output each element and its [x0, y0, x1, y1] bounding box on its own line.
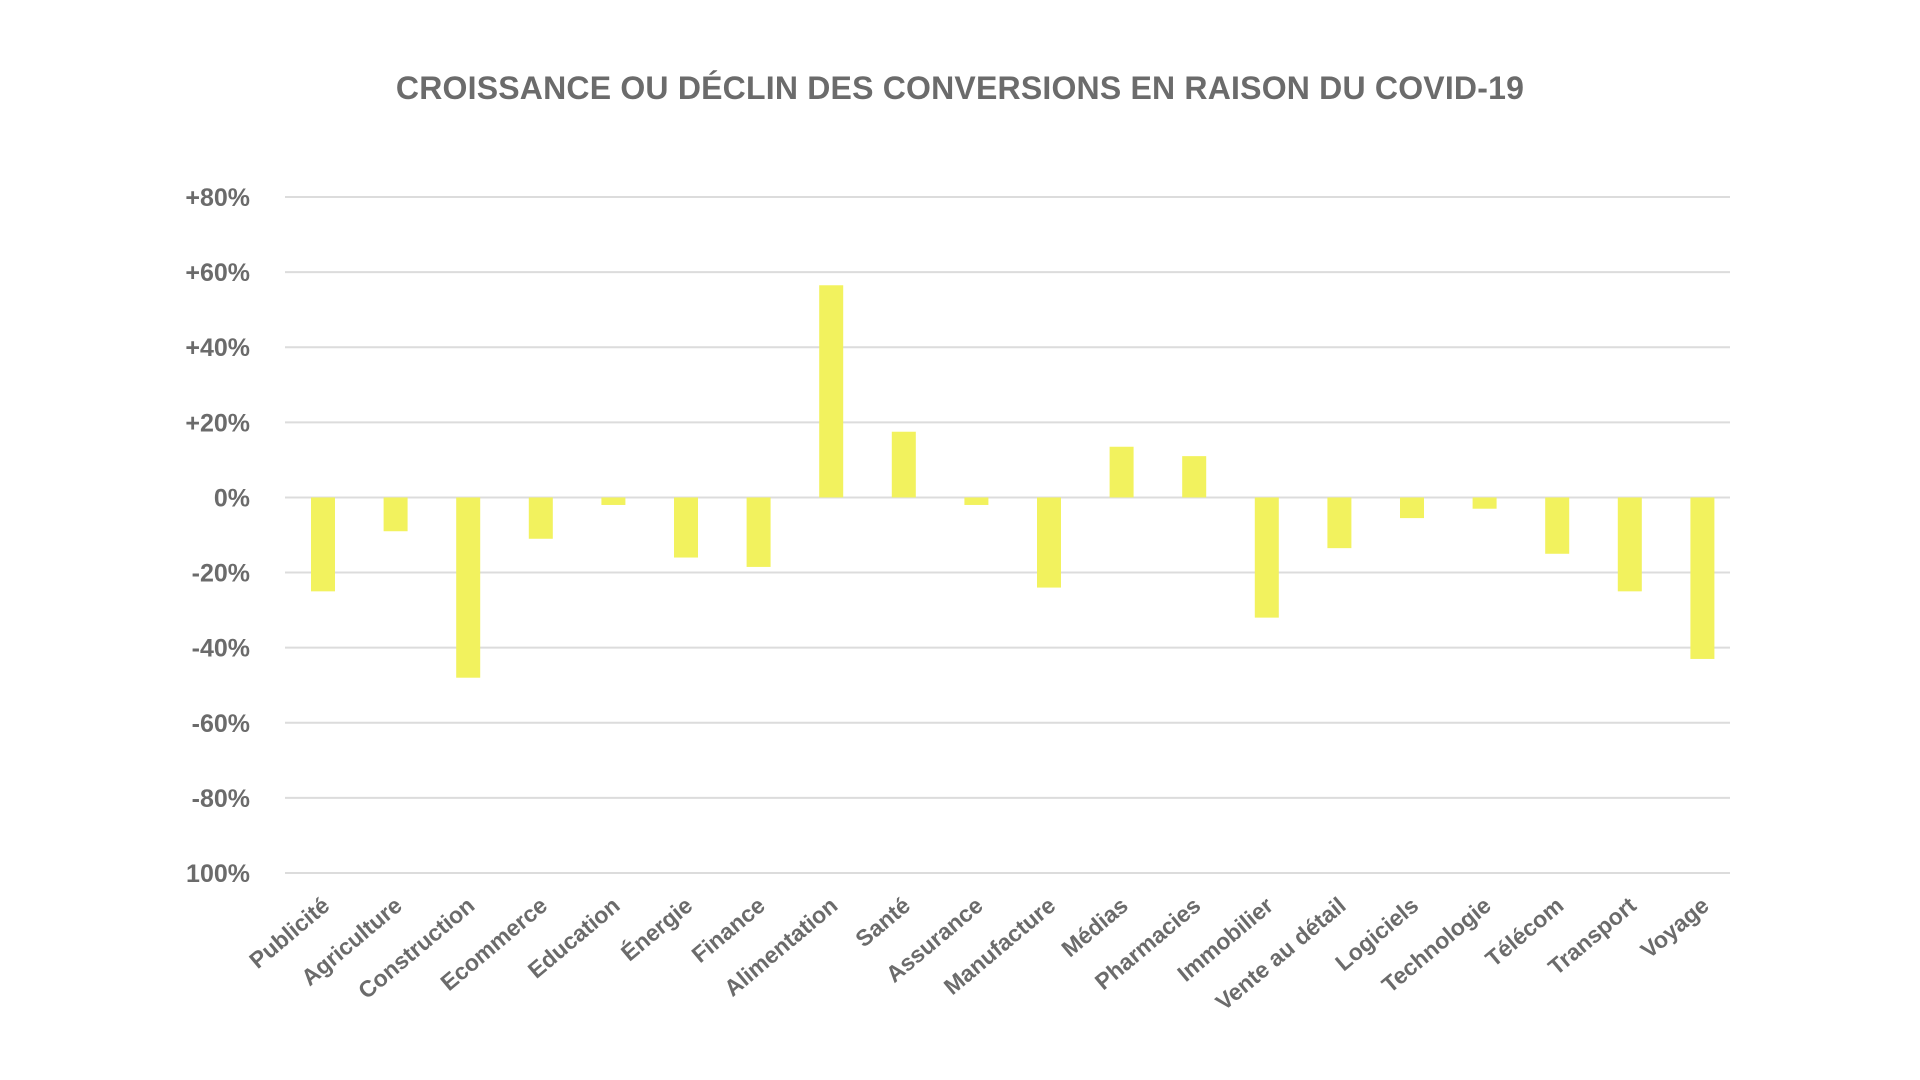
y-tick-label: -40%	[192, 635, 250, 663]
x-tick-label: Énergie	[615, 891, 697, 966]
y-tick-label: +40%	[185, 334, 250, 362]
bar-4	[528, 497, 553, 539]
bar-7	[746, 497, 771, 567]
bar-12	[1109, 446, 1134, 498]
bar-16	[1400, 497, 1424, 519]
bar-11	[1037, 497, 1061, 588]
y-tick-label: -60%	[192, 710, 250, 738]
y-tick-label: +20%	[185, 409, 250, 437]
y-tick-label: +80%	[185, 184, 250, 212]
bar-2	[383, 497, 408, 532]
bar-19	[1617, 497, 1642, 592]
x-axis-ticks: PublicitéAgricultureConstructionEcommerc…	[244, 891, 1714, 1015]
chart-title: CROISSANCE OU DÉCLIN DES CONVERSIONS EN …	[395, 70, 1525, 106]
bars	[311, 285, 1715, 678]
y-axis-ticks: +80% +60% +40% +20% 0% -20% -40% -60% -80% 100%	[185, 184, 250, 888]
bar-14	[1254, 497, 1279, 618]
bar-6	[674, 497, 698, 558]
y-tick-label: -80%	[192, 785, 250, 813]
bar-3	[456, 497, 481, 678]
bar-18	[1545, 497, 1570, 554]
y-tick-label: 0%	[214, 484, 250, 512]
bar-8	[819, 285, 844, 498]
bar-15	[1327, 497, 1352, 549]
y-tick-label: -20%	[192, 560, 250, 588]
x-tick-label: Santé	[850, 892, 915, 952]
y-tick-label: 100%	[186, 860, 250, 888]
bar-13	[1182, 456, 1207, 498]
x-tick-label: Vente au détail	[1211, 892, 1351, 1015]
bar-20	[1690, 497, 1715, 659]
bar-10	[964, 497, 989, 505]
bar-1	[311, 497, 335, 592]
bar-17	[1472, 497, 1497, 509]
bar-5	[601, 497, 626, 505]
bar-9	[891, 431, 916, 498]
y-tick-label: +60%	[185, 259, 250, 287]
x-tick-label: Voyage	[1636, 892, 1714, 963]
gridlines	[285, 196, 1730, 874]
